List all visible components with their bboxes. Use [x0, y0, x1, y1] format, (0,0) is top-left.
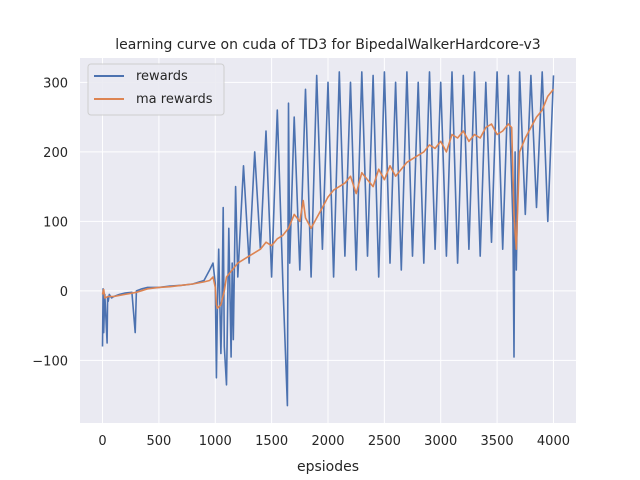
x-tick-label: 2000 — [311, 434, 344, 449]
x-tick-label: 4000 — [537, 434, 570, 449]
y-tick-label: 0 — [60, 285, 68, 300]
series-layer — [101, 71, 555, 407]
x-tick-label: 0 — [98, 434, 106, 449]
x-tick-label: 1500 — [255, 434, 288, 449]
grid-x — [102, 58, 554, 423]
legend: rewards ma rewards — [87, 63, 225, 116]
y-tick-label: 300 — [43, 76, 68, 91]
y-tick-label: 200 — [43, 146, 68, 161]
x-tick-label: 2500 — [368, 434, 401, 449]
x-tick-labels: 0 500 1000 1500 2000 2500 3000 3500 4000 — [98, 434, 570, 449]
x-tick-label: 500 — [146, 434, 171, 449]
x-tick-label: 1000 — [199, 434, 232, 449]
y-tick-labels: −100 0 100 200 300 — [32, 76, 68, 369]
x-axis-label: epsiodes — [297, 459, 359, 475]
series-line-ma-rewards — [101, 88, 555, 310]
x-tick-label: 3000 — [424, 434, 457, 449]
chart-title: learning curve on cuda of TD3 for Bipeda… — [115, 37, 540, 53]
y-tick-label: 100 — [43, 215, 68, 230]
y-tick-label: −100 — [32, 354, 68, 369]
legend-label-rewards: rewards — [136, 69, 188, 84]
x-tick-label: 3500 — [481, 434, 514, 449]
legend-label-ma-rewards: ma rewards — [136, 92, 213, 107]
